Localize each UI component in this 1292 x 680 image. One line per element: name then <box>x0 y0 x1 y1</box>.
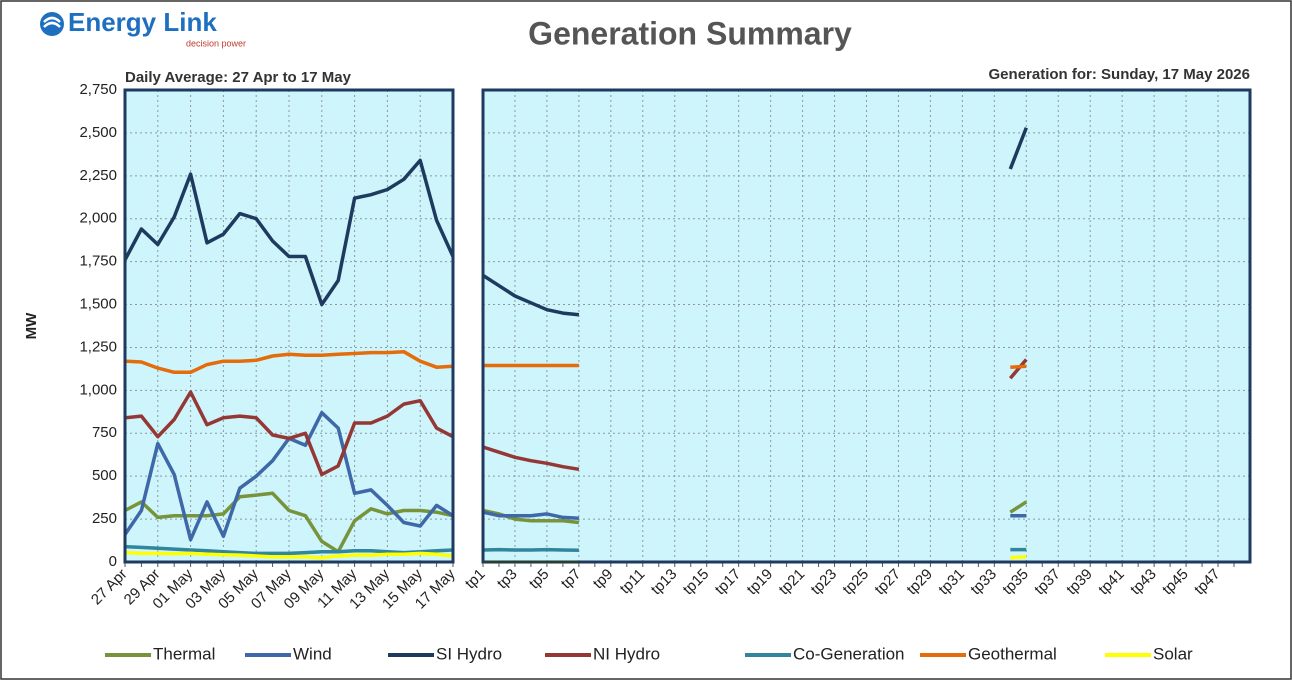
series-line <box>482 547 1027 553</box>
legend-label: Solar <box>1153 644 1193 663</box>
legend-label: NI Hydro <box>593 644 660 663</box>
legend-item: Thermal <box>105 644 215 663</box>
series-line <box>124 544 454 556</box>
legend-item: Solar <box>1105 644 1193 663</box>
series-line <box>483 363 1027 369</box>
logo-icon-mark <box>43 16 61 28</box>
legend-item: NI Hydro <box>545 644 660 663</box>
legend-label: Thermal <box>153 644 215 663</box>
series-line <box>482 127 1028 317</box>
legend-item: Co-Generation <box>745 644 905 663</box>
legend-label: Geothermal <box>968 644 1057 663</box>
y-tick-label: 1,750 <box>79 253 117 270</box>
series-line <box>124 550 454 560</box>
y-tick-label: 500 <box>92 467 117 484</box>
y-tick-label: 1,250 <box>79 338 117 355</box>
legend-item: SI Hydro <box>388 644 502 663</box>
y-tick-label: 0 <box>109 553 117 570</box>
y-tick-label: 2,500 <box>79 124 117 141</box>
legend-label: SI Hydro <box>436 644 502 663</box>
series-line <box>123 158 455 307</box>
legend-item: Wind <box>245 644 332 663</box>
legend-label: Wind <box>293 644 332 663</box>
subtitle: Daily Average: 27 Apr to 17 May <box>125 69 352 86</box>
y-tick-label: 2,250 <box>79 167 117 184</box>
y-tick-label: 1,000 <box>79 381 117 398</box>
series-line <box>482 358 1028 472</box>
y-tick-label: 1,500 <box>79 296 117 313</box>
legend-label: Co-Generation <box>793 644 905 663</box>
chart-title: Generation Summary <box>528 15 852 51</box>
series-line <box>482 510 1027 520</box>
series-line <box>124 390 454 477</box>
logo: Energy Link decision power <box>40 7 246 48</box>
plot-border <box>123 88 455 564</box>
legend-item: Geothermal <box>920 644 1057 663</box>
subtitle: Generation for: Sunday, 17 May 2026 <box>989 66 1250 83</box>
series-line <box>124 491 454 554</box>
y-tick-label: 2,000 <box>79 210 117 227</box>
plot-border <box>481 88 1252 564</box>
series-line <box>482 500 1028 525</box>
y-tick-label: 2,750 <box>79 81 117 98</box>
y-tick-label: 750 <box>92 424 117 441</box>
y-tick-label: 250 <box>92 510 117 527</box>
logo-name: Energy Link <box>68 7 217 37</box>
y-axis-label: MW <box>23 312 40 339</box>
series-line <box>124 349 454 375</box>
logo-tagline: decision power <box>186 38 246 48</box>
